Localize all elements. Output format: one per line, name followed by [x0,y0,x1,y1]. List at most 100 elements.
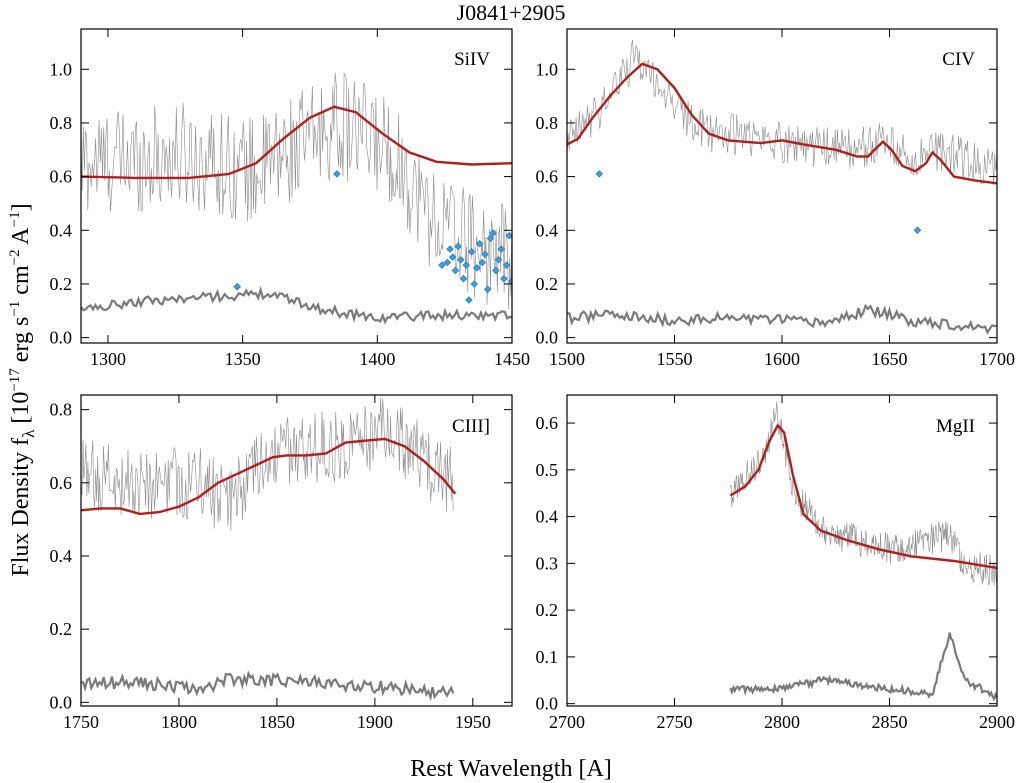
panel-siiv: 1300 1350 1400 1450 0.0 0.2 0.4 0.6 0.8 1.0 SiIV [50,28,530,369]
spectrum-line [81,72,512,310]
y-tick-label: 0.6 [536,167,559,187]
y-tick-label: 0.6 [50,167,73,187]
error-line [81,285,512,325]
y-tick-label: 0.2 [536,274,559,294]
y-tick-label: 1.0 [50,59,73,79]
panel-label: MgII [936,416,975,437]
x-tick-label: 1950 [455,712,491,732]
x-tick-label: 1600 [764,349,800,369]
y-tick-label: 0.0 [50,328,73,348]
y-tick-label: 0.8 [536,113,559,133]
panel-ciii: 1750 1800 1850 1900 1950 0.0 0.2 0.4 0.6 0.8 CIII… [50,394,513,732]
masked-pixel [333,170,341,178]
masked-pixel [508,277,512,285]
masked-pixel [473,264,481,272]
x-tick-label: 2800 [764,712,800,732]
x-tick-label: 1650 [872,349,908,369]
y-tick-label: 0.2 [50,619,73,639]
error-line [567,303,997,335]
x-tick-label: 1450 [494,349,530,369]
x-tick-label: 2700 [549,712,585,732]
y-tick-label: 0.2 [536,600,559,620]
x-tick-label: 2850 [872,712,908,732]
x-tick-label: 1850 [259,712,295,732]
masked-pixel [481,250,489,259]
panel-mgii: 2700 2750 2800 2850 2900 0.0 0.1 0.2 0.3 0.4 0.5 0.… [536,394,1015,732]
y-tick-label: 0.0 [536,328,559,348]
x-tick-label: 1300 [90,349,126,369]
masked-pixel [475,239,484,248]
masked-pixel [462,261,470,269]
y-tick-label: 0.0 [536,694,559,714]
panel-label: SiIV [454,49,490,70]
x-tick-label: 1800 [161,712,197,732]
spectrum-line [567,39,997,186]
x-tick-label: 2750 [657,712,693,732]
x-tick-label: 1750 [63,712,99,732]
y-tick-label: 1.0 [536,59,559,79]
plot-frame [566,394,998,707]
masked-pixel [467,248,476,256]
x-tick-label: 1350 [225,349,261,369]
x-tick-label: 1500 [549,349,585,369]
masked-pixel [486,234,495,243]
y-tick-label: 0.8 [50,113,73,133]
masked-pixel [451,266,460,275]
masked-pixel [502,261,511,269]
masked-pixel [595,170,603,178]
masked-pixel [233,282,241,291]
masked-pixel [446,245,454,253]
plot-frame [80,28,513,344]
model-line [567,62,997,185]
masked-pixel [492,266,500,275]
y-tick-label: 0.4 [50,546,73,566]
x-tick-label: 1400 [359,349,395,369]
x-tick-label: 1550 [657,349,693,369]
masked-pixel [454,242,462,251]
y-tick-label: 0.0 [50,692,73,712]
y-tick-label: 0.3 [536,553,559,573]
masked-pixel [470,280,479,288]
masked-pixel [478,258,487,267]
masked-pixel [484,285,492,294]
x-axis-title: Rest Wavelength [A] [410,756,612,782]
plot-frame [566,28,998,344]
masked-pixel [913,226,922,235]
masked-pixel [465,296,473,304]
y-tick-label: 0.6 [50,473,73,493]
masked-pixel [494,256,503,264]
masked-pixel [459,274,468,283]
panel-civ: 1500 1550 1600 1650 1700 0.0 0.2 0.4 0.6 0.8 1.0 C… [536,28,1015,369]
x-tick-label: 2900 [979,712,1015,732]
model-line [81,105,512,180]
y-tick-label: 0.4 [536,220,559,240]
model-line [81,437,457,516]
y-tick-label: 0.4 [50,220,73,240]
y-tick-label: 0.1 [536,647,559,667]
spectrum-line [730,401,997,586]
masked-pixel [500,274,508,283]
y-tick-label: 0.2 [50,274,73,294]
y-tick-label: 0.4 [536,507,559,527]
y-tick-label: 0.8 [50,400,73,420]
panel-label: CIV [942,49,975,70]
error-line [81,670,455,702]
masked-pixel [457,256,465,264]
masked-pixel [497,245,505,253]
panel-label: CIII] [452,416,490,437]
error-line [729,632,997,702]
spectrum-line [81,397,454,531]
masked-pixel [438,261,446,269]
model-line [729,423,997,570]
y-tick-label: 0.5 [536,460,559,480]
masked-pixel [489,229,497,237]
x-tick-label: 1900 [357,712,393,732]
y-axis-title: Flux Density fλ [10−17 erg s−1 cm−2 A−1] [7,203,38,576]
x-tick-label: 1700 [979,349,1015,369]
figure-title: J0841+2905 [457,0,566,25]
y-tick-label: 0.6 [536,413,559,433]
masked-pixel [449,253,457,261]
plot-frame [80,394,513,707]
masked-pixel [443,258,452,267]
